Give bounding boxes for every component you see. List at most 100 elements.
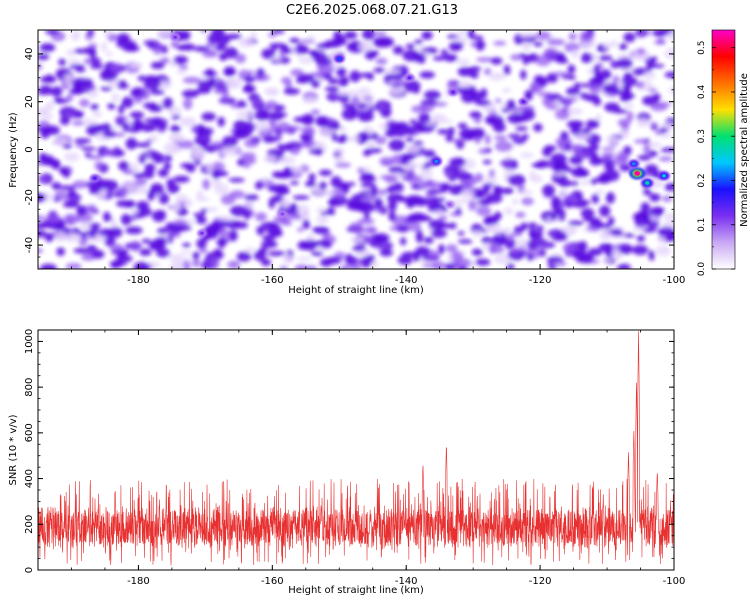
heatmap-cell (357, 102, 369, 109)
heatmap-cell (494, 135, 507, 141)
heatmap-cell (457, 122, 468, 129)
heatmap-cell (301, 113, 315, 126)
heatmap-cell (171, 114, 181, 120)
heatmap-cell (38, 63, 43, 71)
heatmap-cell (567, 64, 576, 74)
heatmap-cell (318, 181, 328, 190)
heatmap-cell (484, 134, 491, 145)
heatmap-hotspot-core (200, 231, 204, 235)
heatmap-cell (604, 169, 620, 182)
x-tick-label: -140 (395, 576, 418, 587)
heatmap-cell (273, 104, 286, 112)
snr-y-axis-label: SNR (10 * v/v) (8, 414, 19, 485)
heatmap-cell (140, 123, 157, 133)
heatmap-cell (573, 82, 582, 89)
heatmap-cell (448, 184, 464, 195)
heatmap-cell (482, 183, 494, 188)
heatmap-cell (607, 216, 615, 227)
heatmap-cell (566, 107, 583, 116)
heatmap-cell (290, 68, 304, 77)
figure-title: C2E6.2025.068.07.21.G13 (286, 3, 458, 18)
heatmap-cell (474, 173, 484, 183)
heatmap-cell (546, 72, 558, 84)
heatmap-cell (510, 247, 522, 255)
heatmap-cell (646, 141, 663, 148)
heatmap-cell (275, 190, 290, 195)
heatmap-cell (558, 53, 566, 63)
heatmap-cell (279, 265, 289, 269)
heatmap-cell (449, 157, 467, 166)
heatmap-cell (39, 263, 57, 269)
heatmap-cell (94, 161, 104, 171)
heatmap-cell (318, 169, 333, 176)
x-tick-label: -100 (663, 275, 686, 286)
heatmap-cell (611, 251, 623, 261)
heatmap-cell (319, 126, 336, 138)
heatmap-cell (157, 227, 170, 235)
heatmap-cell (602, 42, 612, 50)
heatmap-cell (455, 206, 462, 215)
heatmap-cell (405, 137, 414, 143)
heatmap-cell (662, 195, 673, 202)
heatmap-cell (301, 135, 311, 143)
heatmap-cell (438, 215, 448, 222)
heatmap-cell (580, 52, 593, 64)
heatmap-cell (207, 33, 221, 44)
heatmap-x-ticks: -180 -160 -140 -120 -100 (37, 30, 686, 286)
heatmap-cell (169, 60, 178, 67)
heatmap-cell (366, 99, 374, 108)
heatmap-cell (393, 79, 409, 86)
heatmap-cell (405, 43, 415, 49)
heatmap-cell (149, 134, 159, 143)
heatmap-cell (532, 42, 544, 47)
heatmap-cell (213, 170, 229, 177)
heatmap-cell (40, 154, 55, 166)
heatmap-cell (263, 87, 279, 95)
heatmap-cell (456, 172, 474, 181)
heatmap-cell (75, 68, 86, 73)
heatmap-cell (420, 168, 433, 180)
heatmap-cell (460, 189, 475, 199)
heatmap-cell (157, 80, 172, 90)
heatmap-cell (457, 231, 465, 236)
heatmap-cell (182, 260, 191, 269)
colorbar: 0.0 0.1 0.2 0.3 0.4 0.5 Normalized spectral a… (697, 29, 750, 276)
heatmap-cell (167, 106, 182, 116)
heatmap-cell (54, 230, 66, 243)
heatmap-cell (462, 181, 474, 187)
heatmap-cell (306, 35, 316, 41)
heatmap-cell (143, 78, 161, 90)
heatmap-cell (102, 130, 117, 138)
colorbar-tick-label: 0.5 (697, 41, 707, 55)
colorbar-gradient (711, 29, 736, 270)
heatmap-cell (480, 88, 488, 99)
heatmap-cell (38, 230, 47, 238)
x-tick-label: -180 (127, 275, 150, 286)
heatmap-cell (632, 244, 649, 256)
heatmap-cell (180, 162, 194, 169)
heatmap-cell (53, 138, 69, 145)
heatmap-cell (415, 231, 424, 243)
heatmap-cell (373, 31, 387, 37)
heatmap-cell (483, 226, 498, 233)
heatmap-cell (654, 130, 663, 136)
heatmap-cell (346, 201, 363, 211)
heatmap-cell (205, 68, 215, 77)
heatmap-cell (602, 83, 620, 95)
heatmap-cell (644, 227, 657, 233)
heatmap-cell (359, 175, 377, 183)
heatmap-cell (263, 154, 277, 163)
y-tick-label: 600 (24, 423, 35, 442)
heatmap-cell (648, 150, 658, 157)
x-tick-label: -100 (663, 576, 686, 587)
heatmap-cell (448, 126, 455, 136)
heatmap-hotspot-core (662, 174, 666, 178)
heatmap-cell (564, 247, 572, 258)
heatmap-cell (308, 50, 326, 55)
heatmap-cell (515, 211, 526, 218)
heatmap-cell (421, 30, 433, 40)
heatmap-cell (170, 124, 181, 133)
heatmap-cell (482, 159, 492, 165)
heatmap-cell (352, 193, 369, 199)
heatmap-cell (503, 227, 511, 234)
